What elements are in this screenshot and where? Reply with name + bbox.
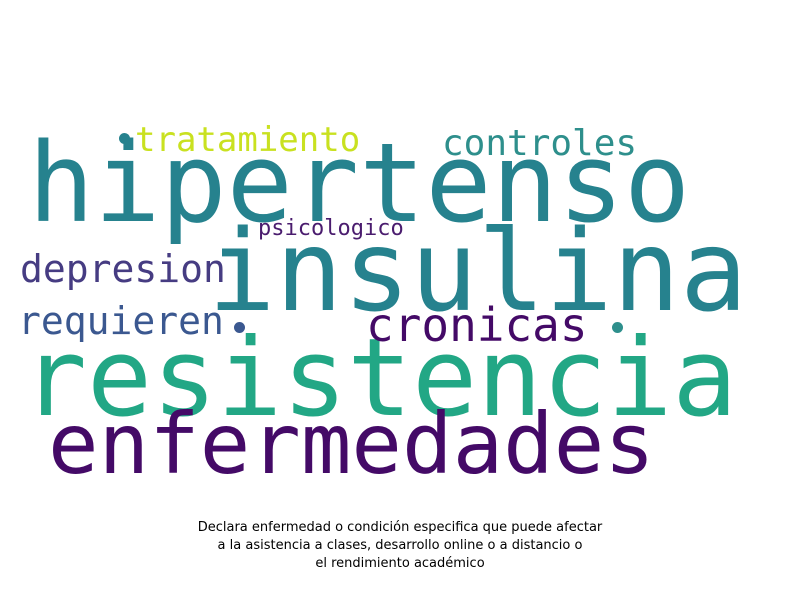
word-enfermedades: enfermedades [48,395,655,493]
caption-line-1: Declara enfermedad o condición especific… [197,520,603,535]
word-resistencia: resistencia [22,316,738,441]
word-controles: controles [442,123,638,164]
word-cloud: hipertenso insulina resistencia enfermed… [18,119,748,493]
caption-line-3: el rendimiento académico [315,556,485,571]
word-hipertenso: hipertenso [28,119,691,247]
decorative-dot [612,322,623,333]
word-depresion: depresion [20,247,226,291]
decorative-dot [234,322,245,333]
caption: Declara enfermedad o condición especific… [100,519,700,573]
word-psicologico: psicologico [258,216,404,241]
word-tratamiento: tratamiento [135,120,361,160]
word-requieren: requieren [18,299,224,343]
word-cronicas: cronicas [366,298,588,352]
caption-line-2: a la asistencia a clases, desarrollo onl… [217,538,583,553]
word-insulina: insulina [208,207,748,337]
decorative-dot [119,133,130,144]
